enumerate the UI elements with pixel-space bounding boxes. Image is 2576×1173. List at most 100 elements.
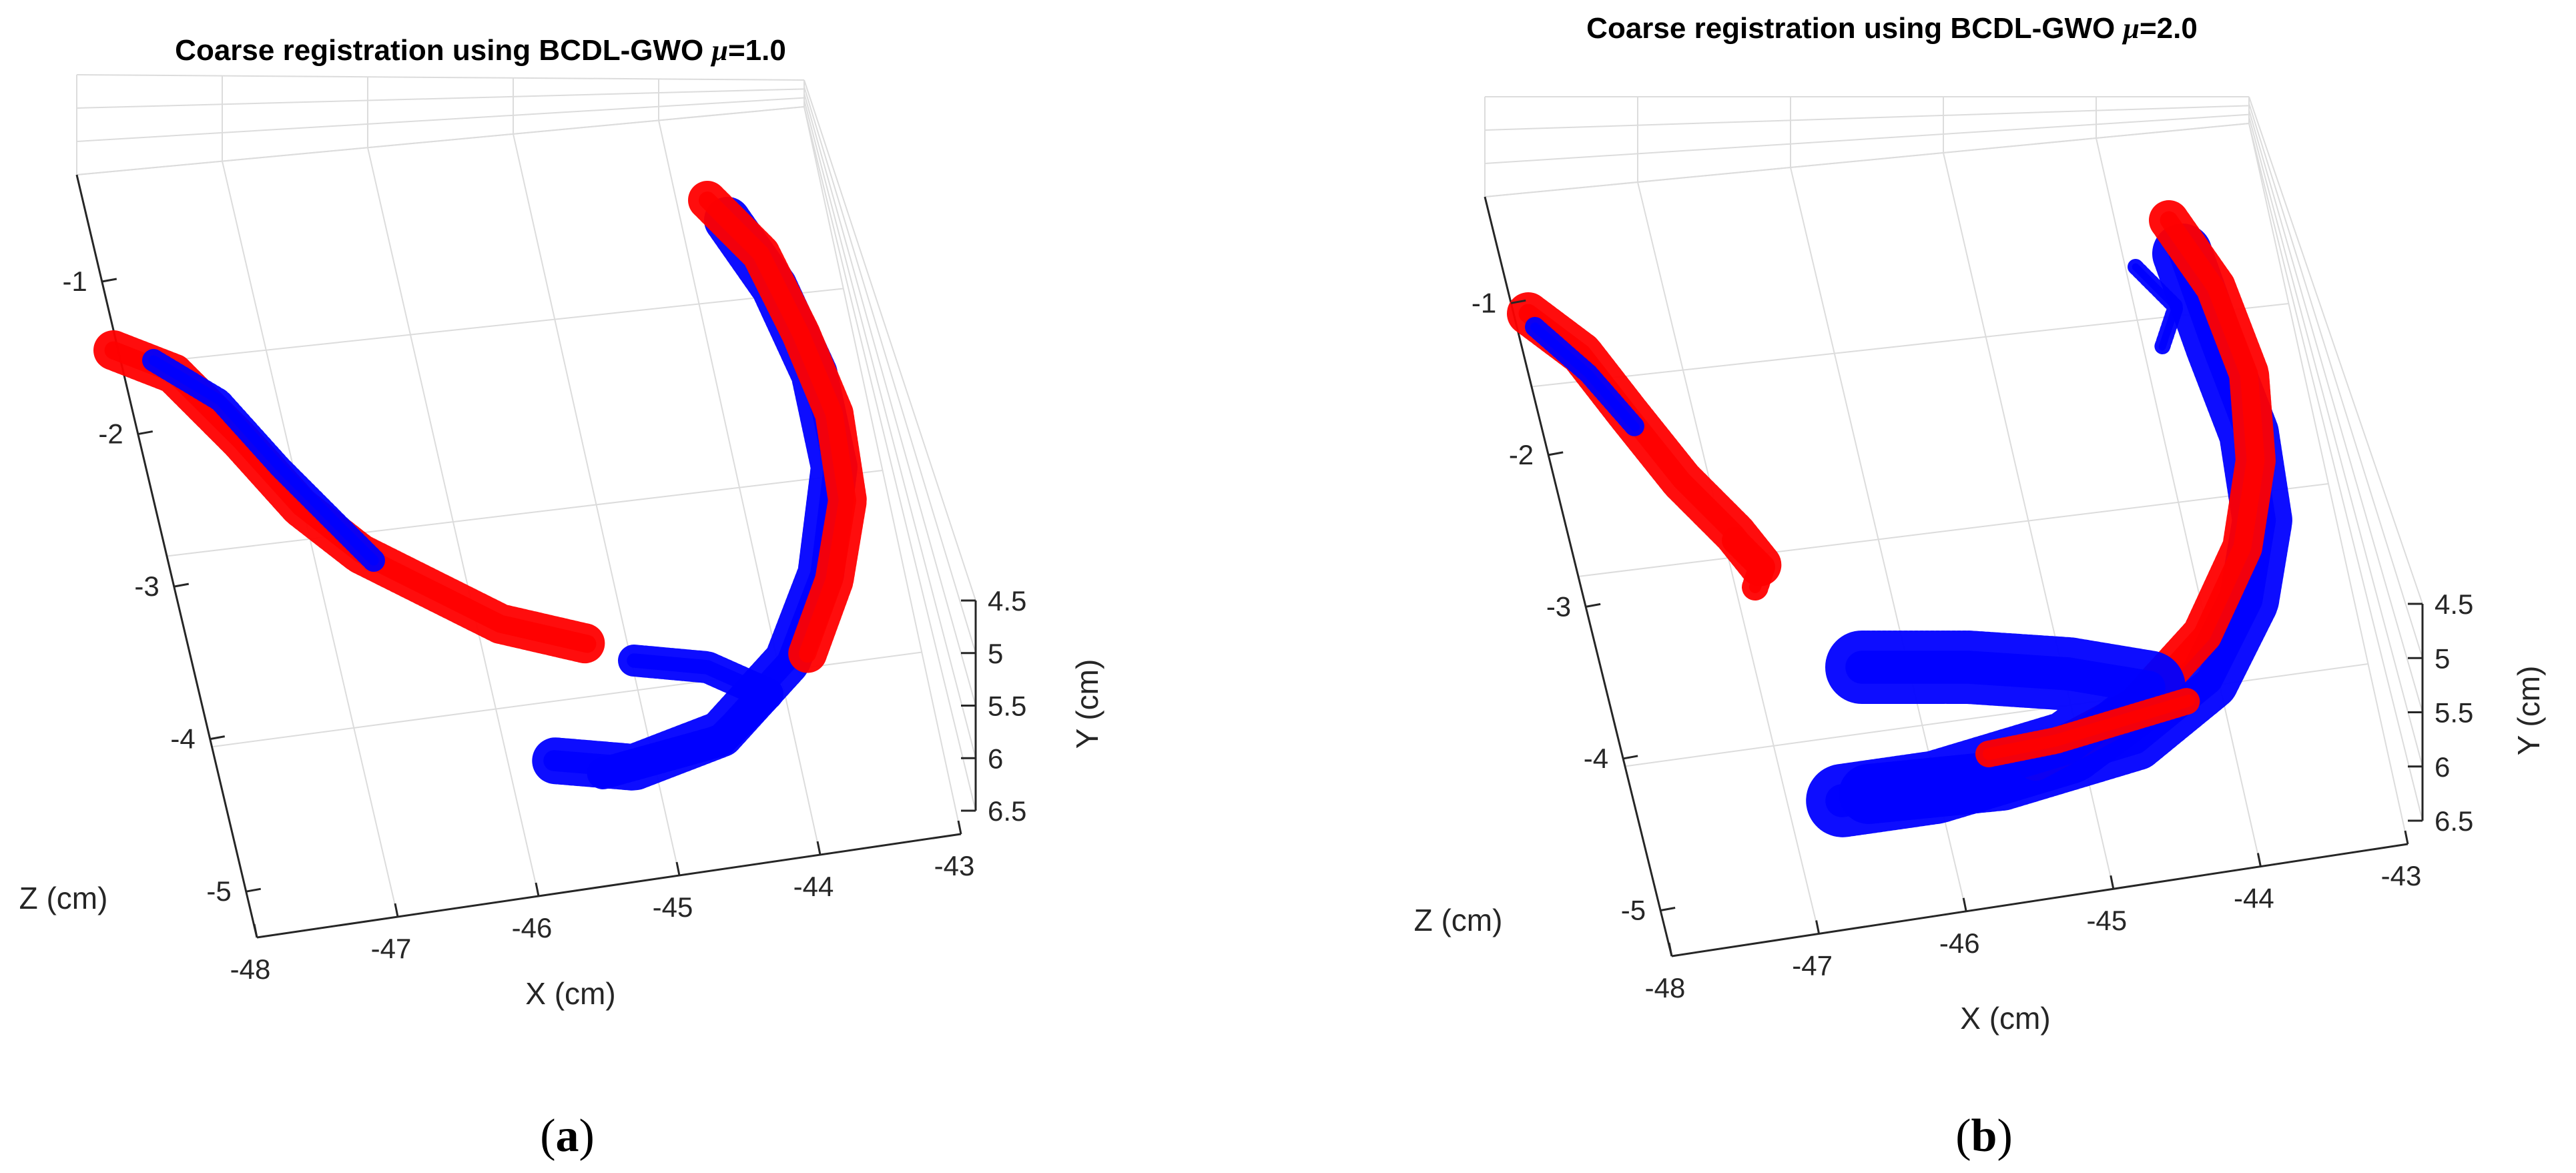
- chart-b-x-tick-mark-2: [1962, 897, 1967, 912]
- chart-b-y-tick-label-1: 5: [2435, 643, 2450, 674]
- chart-b-ylabel: Y (cm): [2511, 666, 2546, 756]
- chart-b-x-axis: [1671, 843, 2408, 957]
- chart-b-red-base-streak-core: [1983, 695, 2195, 760]
- chart-a-z-tick-label-4: -5: [206, 875, 231, 907]
- chart-a-y-tick-label-4: 6.5: [988, 795, 1026, 827]
- chart-b-x-tick-mark-1: [1815, 920, 1821, 934]
- chart-b-ticks: -48 -47 -46 -45 -44 -43 -1 -2 -3 -4 -5 4.5 5 5.5 6 6.5: [1472, 287, 2474, 1004]
- chart-a-title-mu: μ: [710, 34, 727, 67]
- chart-a-z-tick-label-2: -3: [134, 570, 159, 602]
- chart-b-side-line-y-1: [2248, 103, 2423, 659]
- chart-a-x-tick-label-3: -45: [653, 891, 693, 923]
- chart-b-grid-line-z-3: [1624, 663, 2368, 767]
- chart-b-x-tick-label-1: -47: [1792, 949, 1833, 981]
- chart-a-z-tick-mark-0: [101, 278, 117, 283]
- chart-b-blue-wide-base-core: [1825, 651, 2166, 817]
- chart-b-y-tick-label-2: 5.5: [2435, 697, 2473, 729]
- chart-a-z-tick-mark-1: [137, 430, 153, 436]
- chart-a-side-line-y-3: [803, 99, 976, 759]
- panel-a: Coarse registration using BCDL-GWO μ=1.0…: [19, 34, 1104, 1162]
- chart-b-side-line-y-3: [2248, 116, 2423, 767]
- chart-a-x-tick-mark-5: [957, 820, 962, 835]
- chart-a-ticks: -48 -47 -46 -45 -44 -43 -1 -2 -3 -4 -5 4.5 5 5.5 6 6.5: [62, 266, 1026, 985]
- chart-a-x-axis: [256, 833, 962, 939]
- chart-b-z-tick-label-1: -2: [1509, 439, 1534, 470]
- chart-a-x-tick-label-1: -47: [371, 933, 412, 964]
- chart-b-y-tick-label-4: 6.5: [2435, 805, 2473, 837]
- chart-b-wall-line-h-2: [1484, 105, 2250, 131]
- chart-b-x-tick-label-0: -48: [1645, 972, 1686, 1004]
- chart-a-y-tick-label-3: 6: [988, 743, 1003, 774]
- chart-b-side-line-y-4: [2248, 123, 2423, 821]
- chart-b-x-tick-mark-3: [2110, 875, 2115, 889]
- chart-b-grid-line-z-2: [1578, 483, 2329, 577]
- chart-b-x-tick-label-4: -44: [2234, 883, 2274, 914]
- panel-b-label-open: (: [1955, 1110, 1971, 1162]
- chart-b-z-tick-label-3: -4: [1584, 743, 1608, 774]
- chart-a-z-tick-mark-4: [246, 887, 262, 893]
- chart-b-title-suffix: =2.0: [2140, 12, 2198, 45]
- chart-b-title: Coarse registration using BCDL-GWO μ=2.0: [1586, 12, 2198, 45]
- chart-a-blue-left-branch-core: [148, 355, 379, 566]
- chart-a-z-tick-label-1: -2: [98, 418, 123, 450]
- chart-a-x-tick-label-4: -44: [793, 871, 834, 902]
- panel-a-label: (a): [540, 1110, 595, 1162]
- chart-b-x-tick-label-3: -45: [2086, 905, 2127, 936]
- chart-a-x-tick-mark-4: [816, 841, 822, 855]
- chart-b-z-tick-mark-1: [1548, 451, 1564, 456]
- chart-b-xlabel: X (cm): [1960, 1001, 2050, 1036]
- chart-a-point-clouds: [93, 181, 867, 791]
- chart-a-wall-line-h-1: [76, 97, 805, 142]
- panel-b-label: (b): [1955, 1110, 2013, 1162]
- chart-b-zlabel: Z (cm): [1414, 903, 1503, 937]
- chart-b-side-line-y-0: [2248, 96, 2423, 605]
- chart-a-wall-line-h-2: [76, 88, 805, 109]
- chart-a-grid-line-z-2: [166, 470, 883, 557]
- chart-a-z-tick-mark-2: [174, 582, 190, 588]
- chart-a-side-line-y-4: [803, 106, 976, 811]
- chart-b-blue-top-strands-core: [2132, 263, 2180, 351]
- chart-b-z-tick-mark-3: [1622, 755, 1638, 760]
- chart-a-x-tick-mark-2: [535, 882, 540, 897]
- chart-b-z-tick-mark-0: [1510, 299, 1526, 304]
- chart-a-side-line-y-1: [803, 86, 976, 654]
- chart-a-side-line-y-0: [803, 79, 976, 601]
- panel-a-label-letter: a: [556, 1110, 579, 1162]
- chart-b-title-prefix: Coarse registration using BCDL-GWO: [1586, 12, 2123, 45]
- chart-a-wall-line-h-3: [76, 74, 805, 81]
- chart-b-wall-line-h-1: [1484, 113, 2250, 164]
- chart-a-title-prefix: Coarse registration using BCDL-GWO: [175, 34, 711, 67]
- chart-b-y-tick-label-3: 6: [2435, 751, 2450, 783]
- chart-b-red-small-piece-core: [1729, 534, 1768, 593]
- chart-a-zlabel: Z (cm): [19, 881, 108, 915]
- chart-b-blue-left-fragment-core: [1530, 322, 1640, 432]
- chart-a-x-tick-mark-0: [253, 923, 258, 938]
- chart-a-z-tick-label-3: -4: [170, 723, 195, 755]
- chart-b-grid-line-z-1: [1531, 303, 2289, 388]
- chart-b-z-tick-label-0: -1: [1472, 287, 1496, 318]
- chart-b-z-tick-label-2: -3: [1546, 591, 1571, 622]
- panel-b-label-letter: b: [1971, 1110, 1997, 1162]
- chart-a-title-suffix: =1.0: [728, 34, 786, 67]
- chart-b-z-tick-mark-4: [1660, 907, 1676, 911]
- chart-a-z-axis: [75, 174, 258, 938]
- chart-b-x-tick-label-2: -46: [1939, 927, 1980, 959]
- chart-b-point-clouds: [1507, 200, 2292, 837]
- chart-b-wall-line-h-0: [1484, 123, 2250, 198]
- chart-b-z-tick-label-4: -5: [1621, 894, 1646, 925]
- chart-a-z-tick-label-0: -1: [62, 266, 87, 297]
- chart-a-xlabel: X (cm): [525, 976, 615, 1011]
- chart-a-y-tick-label-2: 5.5: [988, 691, 1026, 722]
- chart-b-title-mu: μ: [2122, 12, 2139, 45]
- chart-b-x-tick-mark-4: [2256, 853, 2262, 867]
- chart-a-grid-line-z-1: [121, 288, 844, 366]
- chart-a-y-tick-label-1: 5: [988, 638, 1003, 669]
- panel-b: Coarse registration using BCDL-GWO μ=2.0…: [1414, 12, 2546, 1162]
- chart-a-x-tick-label-2: -46: [512, 912, 553, 943]
- chart-a-x-tick-label-5: -43: [934, 850, 975, 881]
- panel-a-label-open: (: [540, 1110, 555, 1162]
- chart-a-red-right-arc-core: [698, 191, 857, 663]
- panel-b-label-close: ): [1997, 1110, 2012, 1162]
- chart-a-y-tick-label-0: 4.5: [988, 585, 1026, 617]
